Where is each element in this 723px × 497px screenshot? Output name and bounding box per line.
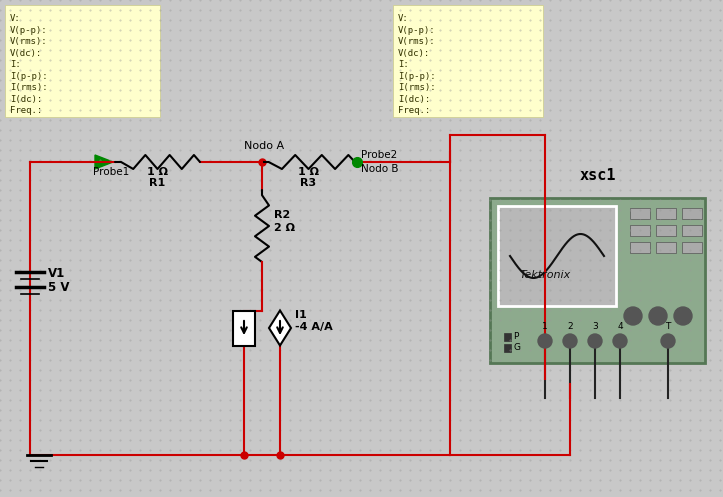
- Text: I(rms):: I(rms):: [10, 83, 48, 92]
- Text: 4: 4: [617, 322, 623, 331]
- Text: Nodo A: Nodo A: [244, 141, 284, 151]
- Text: V:: V:: [10, 14, 21, 23]
- Text: G: G: [513, 342, 520, 351]
- Polygon shape: [95, 155, 113, 169]
- Text: I(rms):: I(rms):: [398, 83, 436, 92]
- Bar: [630, 208, 650, 219]
- Text: T: T: [665, 322, 671, 331]
- Bar: [5, 5, 160, 117]
- Text: V:: V:: [398, 14, 408, 23]
- Circle shape: [674, 307, 692, 325]
- Text: V(rms):: V(rms):: [10, 37, 48, 46]
- Circle shape: [538, 334, 552, 348]
- Text: Freq.:: Freq.:: [398, 106, 430, 115]
- Bar: [504, 344, 511, 352]
- Text: I1: I1: [295, 310, 307, 320]
- Text: V1: V1: [48, 267, 65, 280]
- Text: 5 V: 5 V: [48, 281, 69, 294]
- Text: V(dc):: V(dc):: [10, 49, 42, 58]
- Text: I(p-p):: I(p-p):: [398, 72, 436, 81]
- Bar: [504, 333, 511, 341]
- Text: V(p-p):: V(p-p):: [398, 25, 436, 34]
- Circle shape: [563, 334, 577, 348]
- Bar: [656, 225, 676, 236]
- Text: Probe2: Probe2: [361, 150, 397, 160]
- Circle shape: [613, 334, 627, 348]
- Polygon shape: [269, 311, 291, 345]
- Bar: [682, 208, 702, 219]
- Text: R2: R2: [274, 210, 290, 220]
- Bar: [630, 242, 650, 253]
- Text: 3: 3: [592, 322, 598, 331]
- Text: -4 A/A: -4 A/A: [295, 322, 333, 332]
- Bar: [682, 242, 702, 253]
- Text: P: P: [513, 331, 518, 340]
- Text: 1 Ω: 1 Ω: [147, 167, 168, 177]
- Text: Tektronix: Tektronix: [520, 270, 571, 280]
- Text: I(p-p):: I(p-p):: [10, 72, 48, 81]
- Circle shape: [661, 334, 675, 348]
- Text: I(dc):: I(dc):: [10, 94, 42, 103]
- Circle shape: [588, 334, 602, 348]
- Text: 2: 2: [567, 322, 573, 331]
- Bar: [393, 5, 543, 117]
- Text: V(p-p):: V(p-p):: [10, 25, 48, 34]
- Bar: [498, 206, 616, 306]
- Bar: [630, 225, 650, 236]
- Text: R1: R1: [150, 178, 166, 188]
- Text: I(dc):: I(dc):: [398, 94, 430, 103]
- Text: xsc1: xsc1: [579, 168, 616, 183]
- Text: I:: I:: [398, 60, 408, 69]
- Bar: [656, 242, 676, 253]
- Text: Probe1: Probe1: [93, 167, 129, 177]
- Bar: [656, 208, 676, 219]
- Circle shape: [649, 307, 667, 325]
- Text: 1: 1: [542, 322, 548, 331]
- Bar: [682, 225, 702, 236]
- Text: Nodo B: Nodo B: [361, 164, 398, 174]
- Bar: [490, 198, 705, 363]
- Text: 1 Ω: 1 Ω: [298, 167, 319, 177]
- Text: V(dc):: V(dc):: [398, 49, 430, 58]
- Text: V(rms):: V(rms):: [398, 37, 436, 46]
- Bar: [233, 311, 255, 345]
- Text: R3: R3: [301, 178, 317, 188]
- Text: 2 Ω: 2 Ω: [274, 223, 295, 233]
- Text: I:: I:: [10, 60, 21, 69]
- Text: Freq.:: Freq.:: [10, 106, 42, 115]
- Circle shape: [624, 307, 642, 325]
